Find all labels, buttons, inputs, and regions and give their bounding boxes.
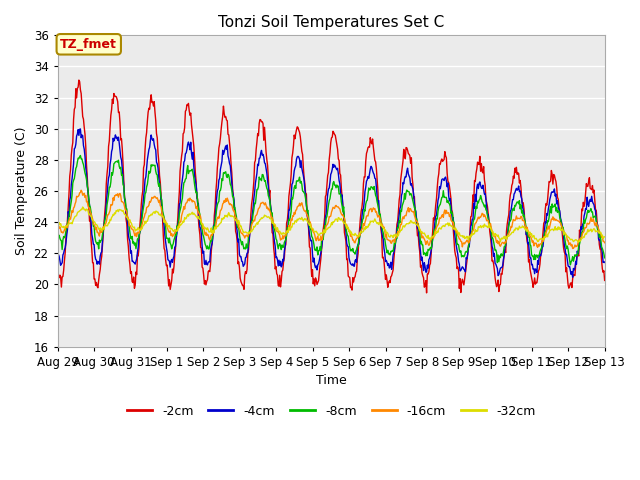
-8cm	[77, 153, 84, 158]
-32cm	[414, 223, 422, 229]
Line: -32cm: -32cm	[58, 207, 605, 242]
-4cm	[569, 274, 577, 280]
-32cm	[63, 222, 71, 228]
-32cm	[399, 226, 406, 232]
Text: TZ_fmet: TZ_fmet	[60, 38, 117, 51]
-8cm	[205, 246, 213, 252]
-2cm	[601, 277, 609, 283]
-16cm	[569, 246, 577, 252]
-32cm	[205, 229, 213, 235]
-2cm	[414, 232, 422, 238]
-16cm	[54, 222, 61, 228]
-4cm	[77, 126, 84, 132]
X-axis label: Time: Time	[316, 374, 346, 387]
-2cm	[121, 194, 129, 200]
-4cm	[121, 195, 129, 201]
-4cm	[176, 200, 184, 206]
Line: -2cm: -2cm	[58, 80, 605, 293]
-16cm	[414, 222, 422, 228]
Title: Tonzi Soil Temperatures Set C: Tonzi Soil Temperatures Set C	[218, 15, 444, 30]
-16cm	[77, 187, 85, 193]
-16cm	[63, 225, 71, 230]
-2cm	[205, 268, 213, 274]
-2cm	[75, 77, 83, 83]
-2cm	[176, 168, 184, 174]
Legend: -2cm, -4cm, -8cm, -16cm, -32cm: -2cm, -4cm, -8cm, -16cm, -32cm	[122, 400, 540, 423]
Y-axis label: Soil Temperature (C): Soil Temperature (C)	[15, 127, 28, 255]
-8cm	[121, 195, 129, 201]
-32cm	[575, 239, 582, 245]
Line: -4cm: -4cm	[58, 129, 605, 277]
Line: -16cm: -16cm	[58, 190, 605, 249]
-16cm	[205, 236, 213, 241]
-4cm	[399, 190, 406, 196]
-8cm	[54, 228, 61, 233]
-2cm	[399, 164, 406, 170]
-16cm	[121, 204, 129, 210]
-8cm	[566, 262, 574, 268]
-4cm	[54, 247, 61, 252]
-2cm	[54, 262, 61, 268]
-2cm	[63, 217, 71, 223]
-4cm	[601, 260, 609, 265]
-16cm	[176, 218, 184, 224]
-4cm	[63, 227, 71, 232]
-16cm	[399, 216, 406, 222]
-2cm	[423, 290, 431, 296]
-8cm	[601, 255, 609, 261]
-32cm	[79, 204, 86, 210]
-32cm	[176, 221, 184, 227]
-4cm	[414, 227, 422, 232]
-8cm	[399, 203, 406, 208]
-8cm	[414, 221, 422, 227]
-16cm	[601, 240, 609, 246]
-8cm	[176, 207, 184, 213]
-8cm	[63, 220, 71, 226]
-32cm	[601, 234, 609, 240]
-32cm	[121, 211, 129, 217]
Line: -8cm: -8cm	[58, 156, 605, 265]
-32cm	[54, 218, 61, 224]
-4cm	[205, 259, 213, 264]
